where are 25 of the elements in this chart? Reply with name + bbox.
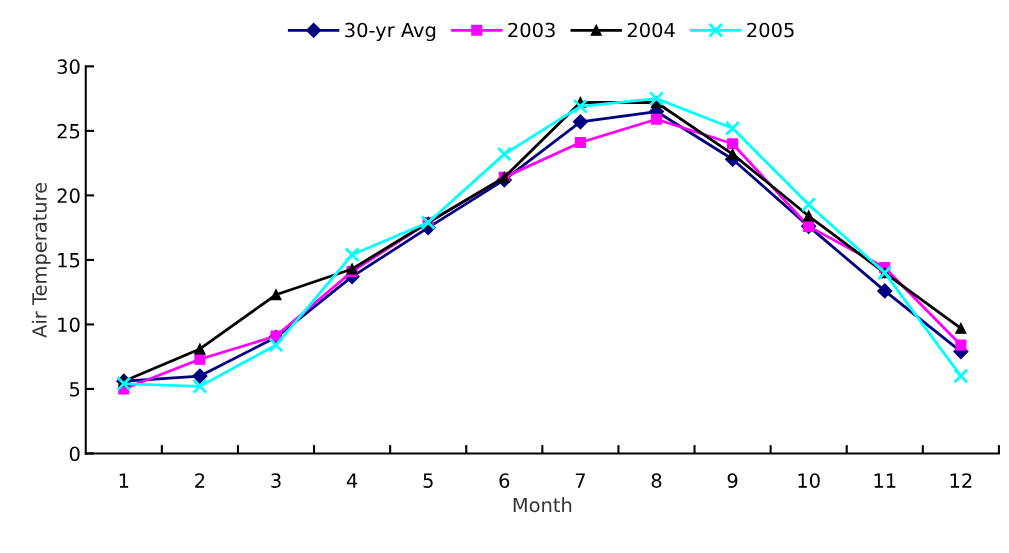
y-tick-label: 15 xyxy=(58,253,80,268)
x-tick-label: 2 xyxy=(195,473,205,488)
y-axis-title: Air Temperature xyxy=(31,182,51,338)
x-tick-label: 3 xyxy=(271,473,281,488)
legend-label: 2005 xyxy=(747,22,794,38)
y-tick-label: 30 xyxy=(57,59,80,75)
y-tick-label: 0 xyxy=(69,446,80,462)
x-tick-label: 9 xyxy=(727,473,738,488)
x-tick-label: 12 xyxy=(950,473,972,488)
x-tick-label: 4 xyxy=(346,473,358,488)
x-tick-label: 7 xyxy=(575,473,585,488)
x-tick-label: 5 xyxy=(423,473,433,488)
x-tick-label: 6 xyxy=(499,473,510,488)
x-tick-label: 8 xyxy=(651,473,662,488)
x-tick-label: 10 xyxy=(798,473,820,488)
legend-label: 2003 xyxy=(508,22,555,38)
legend-label: 30-yr Avg xyxy=(345,22,436,42)
x-tick-label: 1 xyxy=(119,473,129,488)
y-tick-label: 5 xyxy=(70,382,80,397)
y-tick-label: 20 xyxy=(57,188,80,204)
y-tick-label: 25 xyxy=(57,123,80,139)
x-tick-label: 11 xyxy=(874,473,896,488)
legend-label: 2004 xyxy=(627,22,675,38)
y-tick-label: 10 xyxy=(58,317,80,333)
x-axis-title: Month xyxy=(513,497,572,513)
